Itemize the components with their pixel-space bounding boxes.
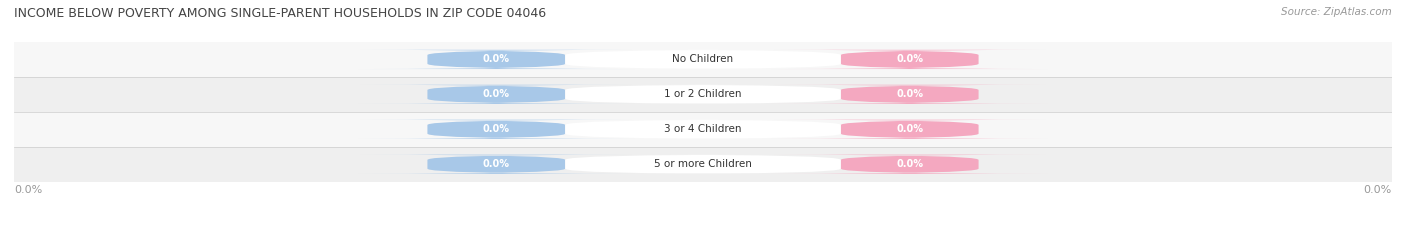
FancyBboxPatch shape [772,85,1047,104]
Text: 0.0%: 0.0% [896,159,924,169]
Text: 1 or 2 Children: 1 or 2 Children [664,89,742,99]
FancyBboxPatch shape [565,85,841,104]
Text: 0.0%: 0.0% [482,55,510,64]
FancyBboxPatch shape [565,50,841,69]
FancyBboxPatch shape [359,50,634,69]
FancyBboxPatch shape [359,85,634,104]
Bar [14,112,1392,147]
Text: No Children: No Children [672,55,734,64]
Bar [14,77,1392,112]
FancyBboxPatch shape [565,155,841,174]
Text: 0.0%: 0.0% [896,89,924,99]
FancyBboxPatch shape [772,120,1047,139]
FancyBboxPatch shape [772,50,1047,69]
FancyBboxPatch shape [359,155,634,174]
Text: 0.0%: 0.0% [14,185,42,195]
Text: 0.0%: 0.0% [896,55,924,64]
FancyBboxPatch shape [565,120,841,139]
Text: 0.0%: 0.0% [482,89,510,99]
Bar [14,42,1392,77]
Text: 0.0%: 0.0% [482,124,510,134]
Text: 3 or 4 Children: 3 or 4 Children [664,124,742,134]
FancyBboxPatch shape [772,155,1047,174]
Text: 5 or more Children: 5 or more Children [654,159,752,169]
FancyBboxPatch shape [359,120,634,139]
Text: 0.0%: 0.0% [482,159,510,169]
Text: 0.0%: 0.0% [896,124,924,134]
Text: Source: ZipAtlas.com: Source: ZipAtlas.com [1281,7,1392,17]
Text: INCOME BELOW POVERTY AMONG SINGLE-PARENT HOUSEHOLDS IN ZIP CODE 04046: INCOME BELOW POVERTY AMONG SINGLE-PARENT… [14,7,546,20]
Text: 0.0%: 0.0% [1364,185,1392,195]
Bar [14,147,1392,182]
